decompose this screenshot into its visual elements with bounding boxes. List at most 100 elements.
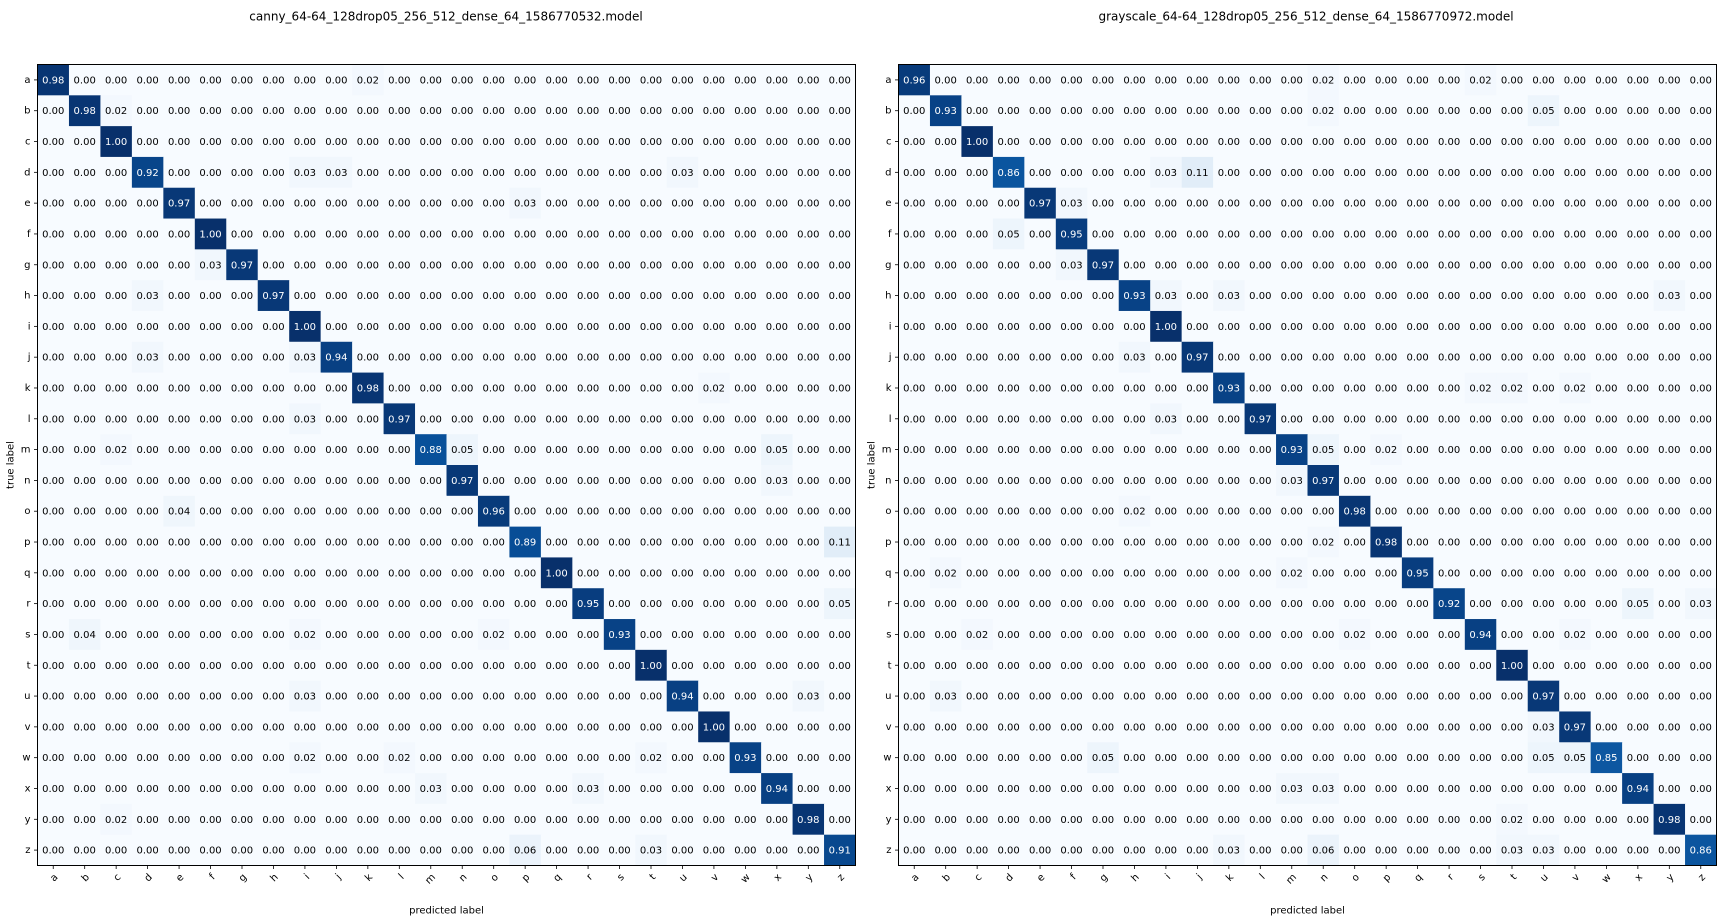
cell-value-label: 0.95 [577, 599, 599, 610]
cell-value-label: 0.00 [577, 291, 599, 302]
y-tick-label: h [885, 291, 891, 302]
cell-value-label: 0.00 [74, 661, 96, 672]
heatmap-cell [540, 588, 573, 620]
heatmap-cell [603, 372, 636, 404]
heatmap-cell [446, 619, 479, 651]
cell-value-label: 0.00 [1312, 260, 1334, 271]
heatmap-cell [792, 557, 825, 589]
cell-value-label: 0.92 [1438, 599, 1460, 610]
heatmap-cell [352, 372, 385, 404]
cell-value-label: 0.00 [1344, 476, 1366, 487]
cell-value-label: 0.00 [608, 753, 630, 764]
heatmap-cell [352, 619, 385, 651]
cell-value-label: 0.00 [136, 507, 158, 518]
heatmap-cell [824, 403, 856, 435]
heatmap-cell [289, 64, 322, 96]
cell-value-label: 0.00 [966, 75, 988, 86]
heatmap-cell [100, 588, 133, 620]
cell-value-label: 0.00 [357, 692, 379, 703]
cell-value-label: 1.00 [640, 661, 662, 672]
cell-value-label: 0.00 [1406, 445, 1428, 456]
cell-value-label: 0.00 [1627, 75, 1649, 86]
heatmap-cell [163, 557, 196, 589]
cell-value-label: 0.00 [1564, 476, 1586, 487]
heatmap-cell [572, 249, 605, 281]
cell-value-label: 0.00 [420, 846, 442, 857]
heatmap-cell [729, 619, 762, 651]
cell-value-label: 0.00 [608, 476, 630, 487]
cell-value-label: 0.00 [734, 815, 756, 826]
x-tick-label: y [804, 872, 816, 884]
heatmap-cell [446, 372, 479, 404]
heatmap-cell [320, 249, 353, 281]
cell-value-label: 0.00 [608, 75, 630, 86]
y-tick-label: p [885, 537, 891, 548]
x-tick-label: h [268, 872, 280, 884]
cell-value-label: 0.00 [1595, 568, 1617, 579]
cell-value-label: 0.00 [577, 630, 599, 641]
heatmap-cell [131, 341, 164, 374]
cell-value-label: 0.00 [199, 692, 221, 703]
cell-value-label: 0.00 [734, 661, 756, 672]
heatmap-cell [603, 156, 636, 189]
cell-value-label: 0.00 [766, 722, 788, 733]
cell-value-label: 0.00 [483, 599, 505, 610]
cell-value-label: 0.00 [136, 75, 158, 86]
heatmap-cell [37, 711, 70, 743]
cell-value-label: 0.00 [1249, 692, 1271, 703]
cell-value-label: 0.00 [966, 722, 988, 733]
heatmap-cell [477, 126, 510, 158]
heatmap-cell [37, 310, 70, 343]
heatmap-cell [68, 126, 101, 158]
heatmap-cell [477, 310, 510, 343]
cell-value-label: 0.00 [766, 568, 788, 579]
heatmap-cell [194, 434, 227, 466]
cell-value-label: 0.00 [829, 322, 851, 333]
cell-value-label: 0.00 [577, 507, 599, 518]
cell-value-label: 0.96 [903, 75, 925, 86]
cell-value-label: 0.00 [1375, 661, 1397, 672]
cell-value-label: 0.00 [1344, 538, 1366, 549]
heatmap-cell [509, 495, 542, 528]
cell-value-label: 0.00 [136, 199, 158, 210]
heatmap-cell [509, 218, 542, 250]
heatmap-cell [415, 526, 447, 558]
cell-value-label: 0.00 [1060, 538, 1082, 549]
cell-value-label: 0.00 [514, 260, 536, 271]
cell-value-label: 0.00 [325, 599, 347, 610]
cell-value-label: 0.03 [1532, 846, 1554, 857]
cell-value-label: 0.00 [966, 661, 988, 672]
cell-value-label: 0.00 [1155, 353, 1177, 364]
cell-value-label: 0.00 [1029, 599, 1051, 610]
cell-value-label: 0.00 [1501, 692, 1523, 703]
cell-value-label: 0.02 [1312, 106, 1334, 117]
cell-value-label: 0.00 [1627, 753, 1649, 764]
heatmap-cell [446, 403, 479, 435]
heatmap-cell [352, 126, 385, 158]
cell-value-label: 0.00 [1438, 753, 1460, 764]
cell-value-label: 0.00 [1249, 476, 1271, 487]
heatmap-cell [446, 187, 479, 220]
cell-value-label: 0.00 [325, 815, 347, 826]
heatmap-cell [383, 64, 416, 96]
heatmap-cell [68, 372, 101, 404]
cell-value-label: 0.00 [1595, 229, 1617, 240]
cell-value-label: 0.00 [734, 784, 756, 795]
cell-value-label: 0.00 [1060, 322, 1082, 333]
heatmap-cell [100, 403, 133, 435]
heatmap-cell [792, 649, 825, 682]
cell-value-label: 0.00 [420, 353, 442, 364]
cell-value-label: 0.00 [1438, 568, 1460, 579]
cell-value-label: 0.00 [1249, 106, 1271, 117]
cell-value-label: 0.00 [262, 692, 284, 703]
cell-value-label: 0.00 [577, 414, 599, 425]
cell-value-label: 0.00 [640, 815, 662, 826]
cell-value-label: 0.00 [997, 353, 1019, 364]
cell-value-label: 0.00 [608, 784, 630, 795]
cell-value-label: 0.00 [1595, 414, 1617, 425]
cell-value-label: 0.00 [1092, 445, 1114, 456]
heatmap-cell [761, 680, 794, 712]
cell-value-label: 0.00 [1123, 538, 1145, 549]
x-axis-label: predicted label [1270, 906, 1345, 917]
cell-value-label: 0.00 [294, 599, 316, 610]
